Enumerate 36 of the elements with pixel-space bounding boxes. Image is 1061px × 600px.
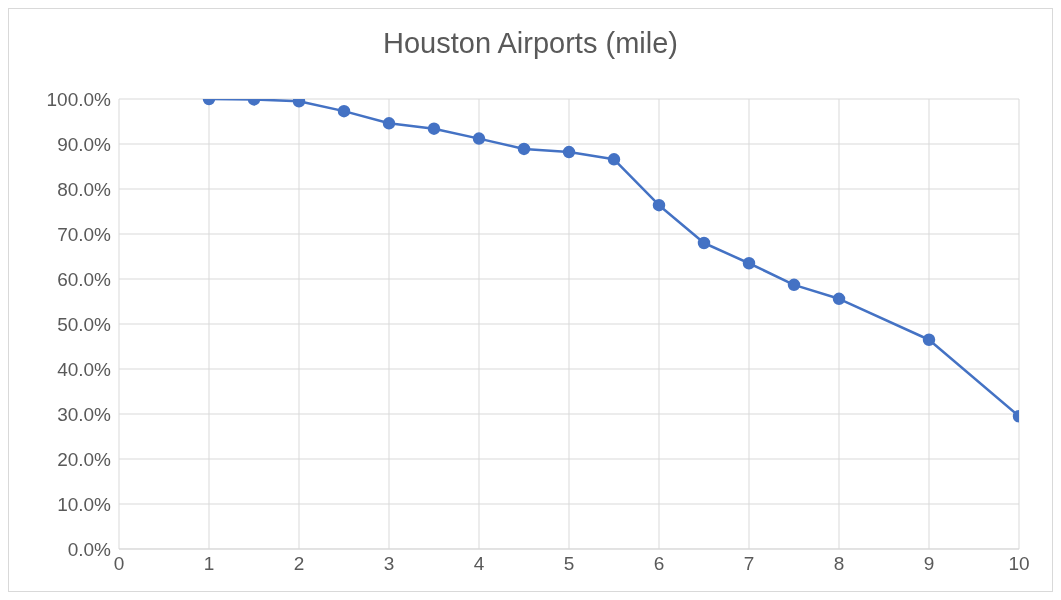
x-tick-label: 5: [563, 553, 575, 575]
y-tick-label: 60.0%: [57, 268, 112, 290]
point: [382, 117, 396, 130]
y-tick-label: 30.0%: [57, 403, 112, 425]
x-tick-label: 1: [203, 553, 215, 575]
point: [427, 122, 441, 135]
x-tick-label: 0: [113, 553, 125, 575]
x-tick-label: 8: [833, 553, 845, 575]
y-tick-label: 100.0%: [46, 88, 112, 110]
y-tick-label: 20.0%: [57, 448, 112, 470]
x-tick-label: 9: [923, 553, 935, 575]
point: [562, 145, 576, 159]
chart-title: Houston Airports (mile): [382, 26, 679, 61]
point: [922, 333, 936, 346]
x-tick-label: 7: [743, 553, 755, 575]
point: [832, 292, 846, 306]
point: [472, 132, 486, 145]
x-tick-label: 6: [653, 553, 665, 575]
x-tick-label: 10: [1008, 553, 1030, 575]
y-tick-label: 40.0%: [57, 358, 112, 380]
point: [787, 278, 801, 292]
y-tick-label: 70.0%: [57, 223, 112, 245]
point: [607, 153, 621, 166]
x-tick-label: 2: [293, 553, 305, 575]
x-tick-label: 3: [383, 553, 395, 575]
point: [697, 236, 711, 250]
point: [337, 104, 351, 118]
point: [652, 198, 666, 212]
x-tick-label: 4: [473, 553, 485, 575]
point: [742, 257, 756, 270]
y-tick-label: 90.0%: [57, 133, 112, 155]
point: [517, 142, 531, 156]
y-tick-label: 0.0%: [67, 538, 112, 560]
y-tick-label: 50.0%: [57, 313, 112, 335]
y-tick-label: 80.0%: [57, 178, 112, 200]
y-tick-label: 10.0%: [57, 493, 112, 515]
